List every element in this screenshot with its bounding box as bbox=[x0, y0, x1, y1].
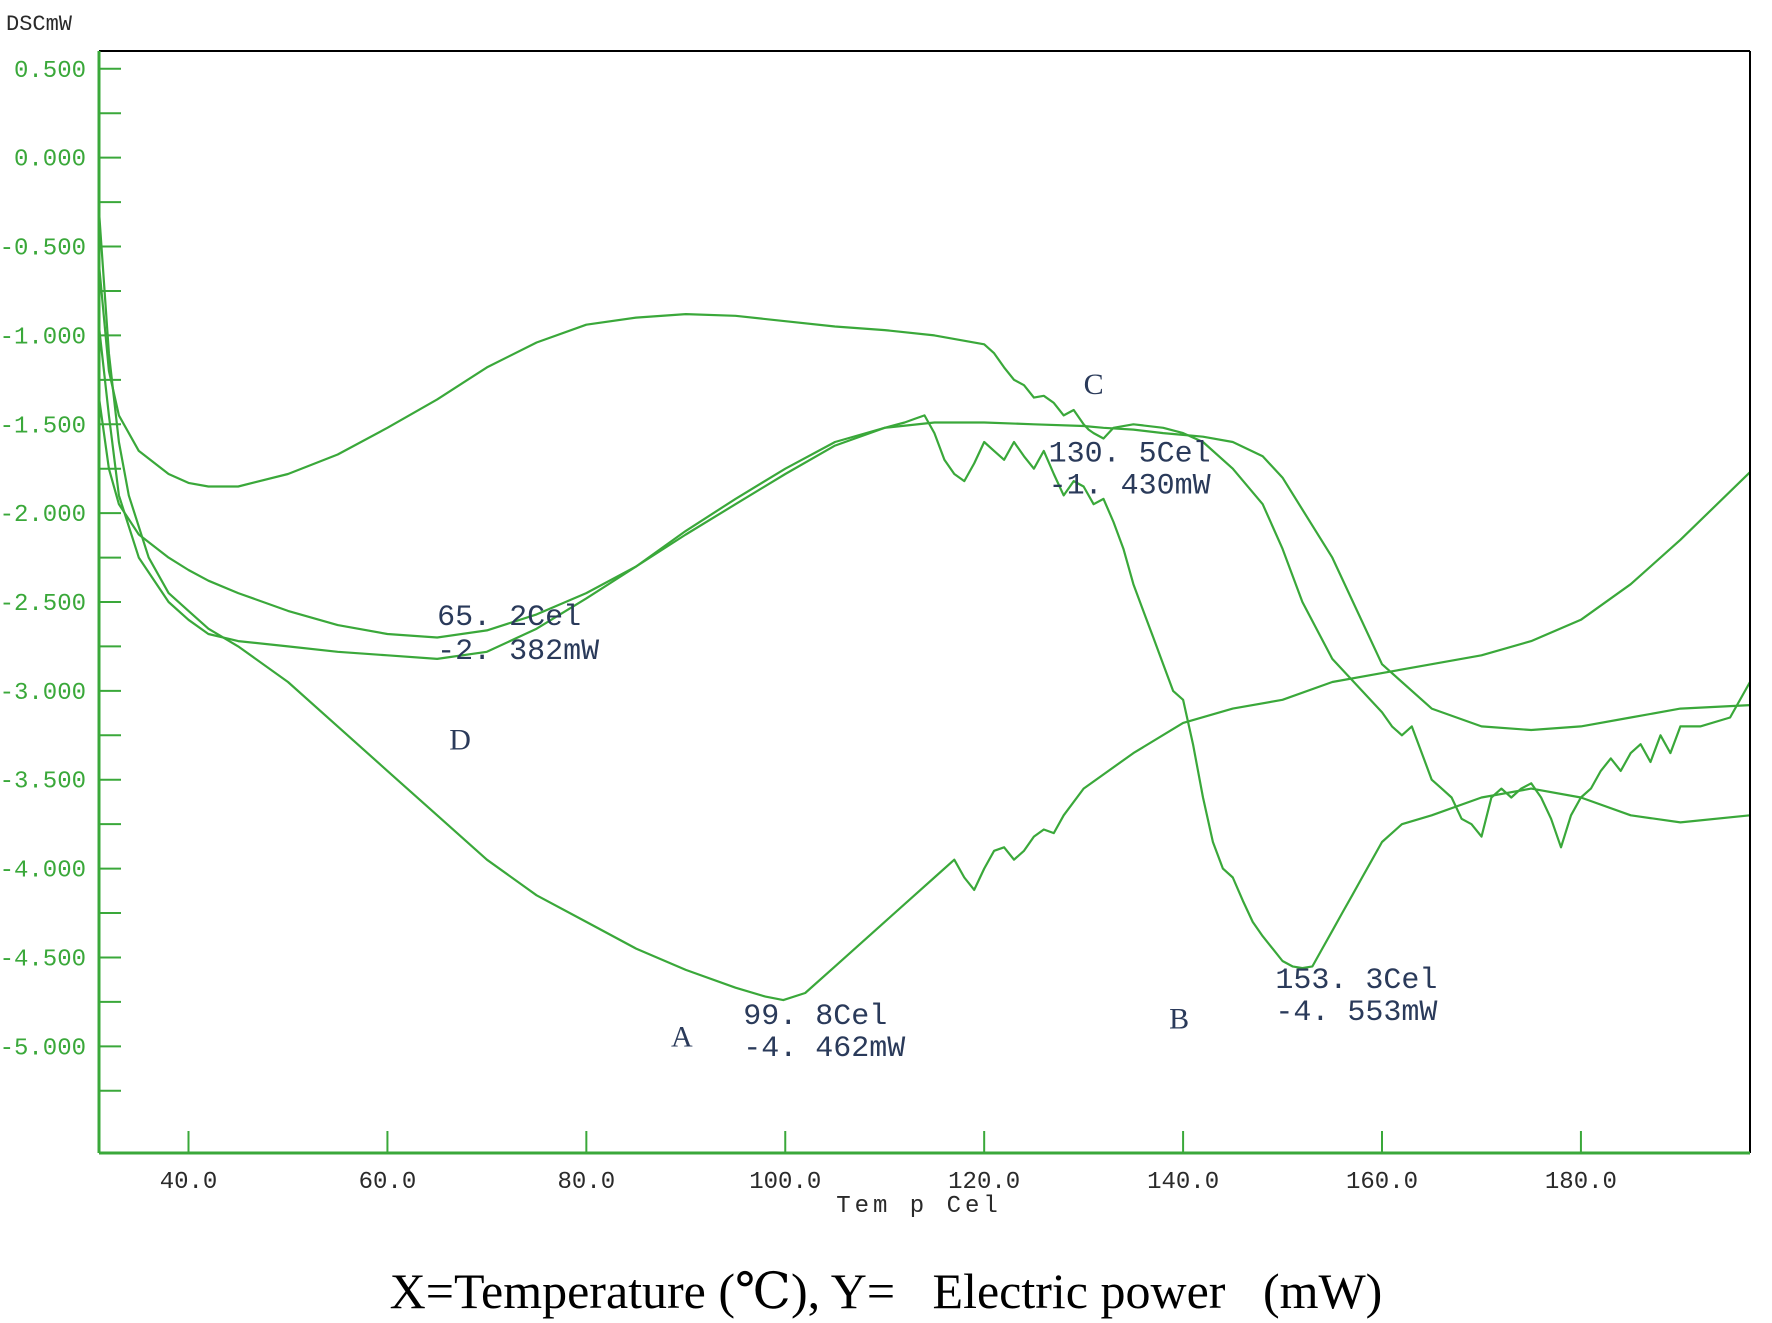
y-axis-ticks: 0.500 0.000 -0.500 -1.000 -1.500 -2.000 -2.500… bbox=[0, 58, 121, 1092]
peak-power-label: -4. 462mW bbox=[743, 1032, 905, 1066]
y-tick-label: -4.000 bbox=[0, 858, 86, 885]
y-tick-label: -4.500 bbox=[0, 946, 86, 973]
x-tick-label: 60.0 bbox=[359, 1169, 417, 1196]
curve-letter-d: D bbox=[449, 724, 471, 757]
series-lines bbox=[97, 210, 1751, 1002]
peak-power-label: -2. 382mW bbox=[437, 635, 599, 669]
series-line-1 bbox=[97, 210, 1751, 1002]
y-tick-label: -1.000 bbox=[0, 324, 86, 351]
series-line-3 bbox=[97, 264, 1751, 849]
peak-temperature-label: 99. 8Cel bbox=[743, 1000, 887, 1034]
plot-frame bbox=[97, 50, 1751, 1155]
figure-caption: X=Temperature (℃), Y= Electric power (mW… bbox=[389, 1263, 1383, 1319]
y-tick-label: -0.500 bbox=[0, 236, 86, 263]
peak-power-label: -1. 430mW bbox=[1049, 470, 1211, 504]
x-tick-label: 180.0 bbox=[1545, 1169, 1617, 1196]
peak-power-label: -4. 553mW bbox=[1275, 996, 1437, 1030]
x-tick-label: 40.0 bbox=[160, 1169, 218, 1196]
x-axis-label: Tem p Cel bbox=[836, 1193, 1002, 1220]
y-tick-label: -5.000 bbox=[0, 1035, 86, 1062]
y-tick-label: -2.000 bbox=[0, 502, 86, 529]
y-tick-label: -1.500 bbox=[0, 413, 86, 440]
dsc-chart: DSCmW 0.500 0.000 -0.500 -1.000 -1.500 -2.000… bbox=[0, 12, 1751, 1220]
series-line-4 bbox=[97, 397, 1751, 732]
x-tick-label: 80.0 bbox=[558, 1169, 616, 1196]
x-tick-label: 140.0 bbox=[1147, 1169, 1219, 1196]
peak-temperature-label: 65. 2Cel bbox=[437, 601, 581, 635]
x-tick-label: 160.0 bbox=[1346, 1169, 1418, 1196]
y-tick-label: -3.000 bbox=[0, 680, 86, 707]
curve-letter-b: B bbox=[1169, 1003, 1189, 1036]
peak-temperature-label: 130. 5Cel bbox=[1049, 438, 1211, 472]
curve-letter-c: C bbox=[1084, 368, 1104, 401]
peak-annotations: 65. 2Cel-2. 382mW 99. 8Cel-4. 462mW 130. 5… bbox=[437, 438, 1437, 1067]
series-line-2 bbox=[97, 326, 1751, 970]
y-tick-label: 0.000 bbox=[14, 147, 86, 174]
x-axis-ticks: 40.0 60.0 80.0 100.0 120.0 140.0 160.0 180.0 bbox=[160, 1131, 1617, 1196]
y-tick-label: -3.500 bbox=[0, 769, 86, 796]
peak-temperature-label: 153. 3Cel bbox=[1275, 964, 1437, 998]
y-tick-label: -2.500 bbox=[0, 591, 86, 618]
x-tick-label: 100.0 bbox=[749, 1169, 821, 1196]
y-tick-label: 0.500 bbox=[14, 58, 86, 85]
x-tick-label: 120.0 bbox=[948, 1169, 1020, 1196]
curve-letters: A B C D bbox=[449, 368, 1189, 1053]
curve-letter-a: A bbox=[671, 1020, 693, 1053]
y-axis-label: DSCmW bbox=[6, 12, 73, 37]
